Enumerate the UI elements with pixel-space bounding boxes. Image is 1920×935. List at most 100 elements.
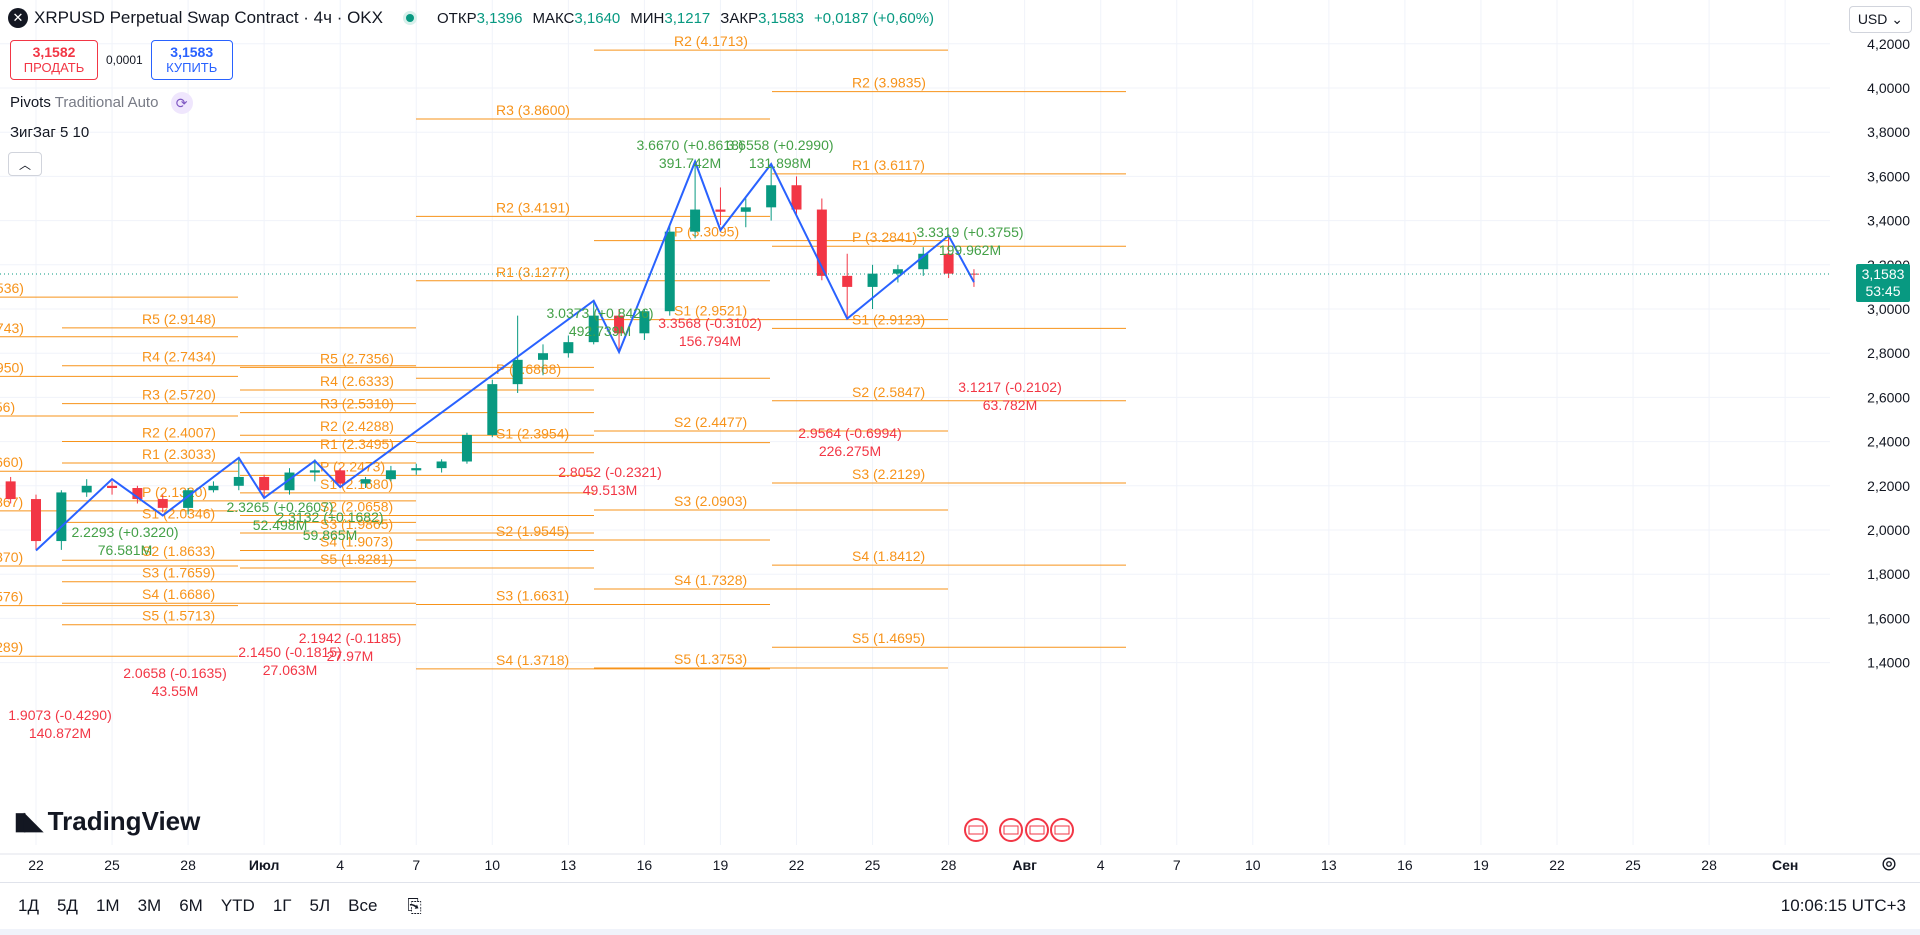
- pivot-label: R3 (3.0536): [0, 280, 24, 296]
- flag-stripes: [968, 825, 984, 835]
- candle-body: [740, 207, 751, 212]
- gear-icon[interactable]: [1880, 855, 1898, 873]
- zigzag-label: 2.3132 (+0.1682): [276, 509, 383, 525]
- candle-body: [208, 485, 219, 491]
- market-status-icon[interactable]: [403, 11, 417, 25]
- pivot-label: R5 (2.7356): [320, 350, 394, 366]
- time-tick: 7: [1173, 857, 1181, 873]
- indicator-pivots[interactable]: Pivots Traditional Auto ⟳: [10, 92, 193, 114]
- close-label: ЗАКР: [720, 9, 759, 27]
- candle-body: [233, 476, 244, 486]
- period-ytd[interactable]: YTD: [220, 896, 255, 915]
- pivot-label: R1 (3.6117): [852, 157, 925, 173]
- pivot-label: S4 (1.9073): [320, 533, 393, 549]
- candle-body: [157, 499, 168, 508]
- price-tick: 3,4000: [1867, 213, 1910, 229]
- price-chart[interactable]: R3 (3.0536) R2 (2.8743) R1 (2.6950) P (2.51…: [0, 0, 1920, 880]
- time-tick: 19: [713, 857, 729, 873]
- collapse-legend-button[interactable]: ︿: [8, 152, 42, 176]
- pivot-label: S1 (2.9123): [852, 311, 925, 327]
- flag-stripes: [1054, 825, 1070, 835]
- candle-body: [31, 499, 41, 542]
- trade-panel: 3,1582 ПРОДАТЬ 0,0001 3,1583 КУПИТЬ: [10, 40, 233, 80]
- candle-body: [867, 273, 878, 287]
- sell-label: ПРОДАТЬ: [23, 60, 85, 75]
- zigzag-volume: 391.742M: [659, 155, 721, 171]
- candle-body: [664, 231, 675, 312]
- pivot-label: S2 (2.5847): [852, 384, 925, 400]
- candle-body: [461, 434, 472, 462]
- low-label: МИН: [630, 9, 665, 27]
- loading-icon: ⟳: [170, 92, 193, 114]
- zigzag-volume: 27.97M: [327, 648, 374, 664]
- change-value: +0,0187 (+0,60%): [813, 9, 935, 27]
- currency-select[interactable]: USD ⌄: [1848, 6, 1912, 33]
- price-tick: 2,2000: [1867, 478, 1910, 494]
- zigzag-labels: 3.6670 (+0.8618) 391.742M 3.6558 (+0.2990)…: [8, 137, 1062, 741]
- buy-price: 3,1583: [170, 44, 214, 60]
- period-1y[interactable]: 1Г: [272, 896, 292, 915]
- time-tick: 22: [28, 857, 44, 873]
- period-1m[interactable]: 1М: [95, 896, 120, 915]
- pivot-label: R3 (2.5310): [320, 396, 394, 412]
- zigzag-label: 2.0658 (-0.1635): [123, 665, 227, 681]
- pivot-label: S5 (1.4695): [852, 630, 925, 646]
- candle-body: [943, 253, 954, 274]
- candle-body: [639, 311, 650, 334]
- last-price-badge: [1856, 264, 1910, 303]
- candle-body: [614, 315, 625, 334]
- pivot-label: R2 (4.1713): [674, 33, 748, 49]
- pivot-label: S4 (1.3718): [496, 652, 569, 668]
- period-3m[interactable]: 3М: [137, 896, 162, 915]
- candle-body: [5, 481, 16, 500]
- period-all[interactable]: Все: [348, 896, 378, 915]
- sell-button[interactable]: 3,1582 ПРОДАТЬ: [10, 40, 98, 80]
- candle-body: [563, 342, 574, 354]
- bar-countdown: 53:45: [1865, 283, 1900, 299]
- time-tick: Авг: [1012, 857, 1037, 873]
- pivot-label: S2 (1.9545): [496, 523, 569, 539]
- period-5d[interactable]: 5Д: [56, 896, 78, 915]
- pivot-label: P (3.3095): [674, 224, 739, 240]
- candle-body: [715, 209, 726, 212]
- candle-body: [385, 470, 396, 480]
- time-tick: 19: [1473, 857, 1489, 873]
- pivot-label: R2 (3.9835): [852, 75, 926, 91]
- zigzag-label: 2.1450 (-0.1815): [238, 644, 342, 660]
- pivot-label: S4 (1.6576): [0, 589, 23, 605]
- zigzag-label: 3.6670 (+0.8618): [636, 137, 743, 153]
- indicator-zigzag[interactable]: ЗигЗаг 5 10: [10, 124, 89, 141]
- buy-button[interactable]: 3,1583 КУПИТЬ: [150, 40, 233, 80]
- pivot-label: S1 (2.0346): [142, 505, 215, 521]
- price-tick: 2,4000: [1867, 434, 1910, 450]
- time-tick: 16: [637, 857, 653, 873]
- us-flag-icon: [964, 818, 988, 842]
- zigzag-label: 3.3568 (-0.3102): [658, 315, 762, 331]
- time-tick: 22: [789, 857, 805, 873]
- period-1d[interactable]: 1Д: [18, 896, 39, 915]
- time-tick: 10: [485, 857, 501, 873]
- zigzag-volume: 226.275M: [819, 443, 881, 459]
- zigzag-label: 2.8052 (-0.2321): [558, 464, 662, 480]
- candle-body: [56, 492, 67, 542]
- low-value: 3,1217: [664, 9, 711, 27]
- price-tick: 3,6000: [1867, 168, 1910, 184]
- zigzag-label: 3.1217 (-0.2102): [958, 379, 1062, 395]
- pivot-label: R3 (2.5720): [142, 387, 216, 403]
- candle-body: [892, 269, 903, 274]
- time-tick: 13: [1321, 857, 1337, 873]
- clock[interactable]: 10:06:15 UTC+3: [1780, 896, 1906, 915]
- date-range-icon[interactable]: ⎘: [407, 895, 422, 916]
- candle-body: [791, 185, 802, 210]
- period-6m[interactable]: 6М: [179, 896, 203, 915]
- period-5y[interactable]: 5Л: [309, 896, 331, 915]
- candle-body: [81, 485, 92, 493]
- currency-label: USD: [1857, 11, 1888, 27]
- time-tick: Сен: [1772, 857, 1798, 873]
- symbol-title[interactable]: XRPUSD Perpetual Swap Contract · 4ч · OK…: [34, 8, 383, 27]
- scrollbar[interactable]: [0, 929, 1920, 935]
- time-tick: 13: [561, 857, 577, 873]
- candle-body: [588, 315, 599, 343]
- tradingview-logo[interactable]: ▮◣ TradingView: [14, 806, 200, 837]
- zigzag-volume: 156.794M: [679, 333, 741, 349]
